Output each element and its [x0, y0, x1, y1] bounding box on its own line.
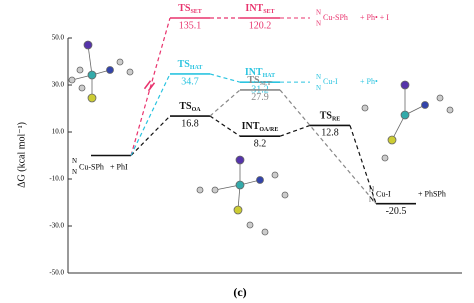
connector — [130, 115, 171, 156]
connector — [209, 73, 241, 83]
state-label-main: TS — [247, 75, 260, 86]
state-label-sub: RE — [332, 117, 340, 123]
state-label-sub: SET' — [260, 81, 273, 87]
value-label: 120.2 — [249, 20, 272, 31]
state-label-main: INT — [245, 67, 263, 78]
value-label: -20.5 — [386, 206, 407, 217]
state-label-main: TS — [179, 101, 192, 112]
ligand-atom: N — [72, 168, 77, 176]
state-label-main: INT — [242, 122, 260, 133]
molecule-right — [361, 80, 454, 162]
start-extra: + PhI — [110, 162, 128, 171]
ligand-atom: N — [369, 195, 374, 203]
molecule-left — [68, 40, 134, 103]
y-tick-label: 30.0 — [52, 81, 65, 89]
ligand-atom: N — [72, 157, 77, 165]
connector — [130, 17, 171, 156]
complex: Cu-I — [323, 77, 338, 86]
value-label: 34.7 — [181, 76, 199, 87]
value-label: 8.2 — [254, 139, 267, 150]
y-tick-label: -10.0 — [49, 175, 64, 183]
start-complex: Cu-SPh — [79, 162, 104, 171]
connector — [209, 115, 241, 137]
state-label: TSRE — [320, 111, 341, 123]
state-label-sub: HAT — [190, 65, 203, 71]
value-label: 16.8 — [181, 118, 199, 129]
state-label: INTHAT — [245, 67, 275, 79]
value-label: 27.9 — [251, 92, 269, 103]
axis-break — [143, 80, 156, 92]
connector — [279, 89, 377, 205]
ligand-atom: N — [316, 9, 321, 17]
state-label-sub: OA/RE — [259, 128, 278, 134]
connector — [209, 89, 241, 117]
state-label: INTSET — [245, 3, 274, 15]
state-label-main: TS — [178, 3, 191, 14]
molecules — [68, 40, 454, 236]
state-label: TSSET' — [247, 75, 273, 87]
state-label-main: INT — [245, 3, 263, 14]
state-label: INTOA/RE — [242, 122, 279, 134]
end-extra: + PhSPh — [418, 190, 446, 199]
state-label-sub: SET — [263, 9, 274, 15]
state-label: TSSET — [178, 3, 202, 15]
connector — [279, 124, 311, 137]
state-label-main: TS — [320, 111, 333, 122]
connector — [130, 73, 171, 156]
y-tick-label: 10.0 — [52, 128, 65, 136]
complex: Cu-SPh — [323, 13, 348, 22]
caption: (c) — [233, 285, 246, 299]
end-complex: Cu-I — [376, 190, 391, 199]
ligand-atom: N — [316, 73, 321, 81]
state-label-sub: SET — [190, 9, 201, 15]
y-tick-label: -50.0 — [49, 269, 64, 277]
molecule-middle — [196, 155, 289, 236]
products: + Ph• — [360, 77, 378, 86]
products: + Ph• + I — [360, 13, 389, 22]
y-axis-label: ΔG (kcal mol⁻¹) — [16, 122, 27, 188]
state-label-sub: HAT — [263, 74, 276, 80]
value-label: 135.1 — [179, 20, 202, 31]
state-label: TSOA — [179, 101, 201, 113]
state-label-sub: OA — [192, 107, 202, 113]
value-label: 12.8 — [321, 128, 339, 139]
state-label: TSHAT — [178, 59, 203, 71]
y-tick-label: 50.0 — [52, 34, 65, 42]
ligand-atom: N — [369, 185, 374, 193]
ligand-atom: N — [316, 84, 321, 92]
state-label-main: TS — [178, 59, 191, 70]
y-tick-label: -30.0 — [49, 222, 64, 230]
ligand-atom: N — [316, 20, 321, 28]
